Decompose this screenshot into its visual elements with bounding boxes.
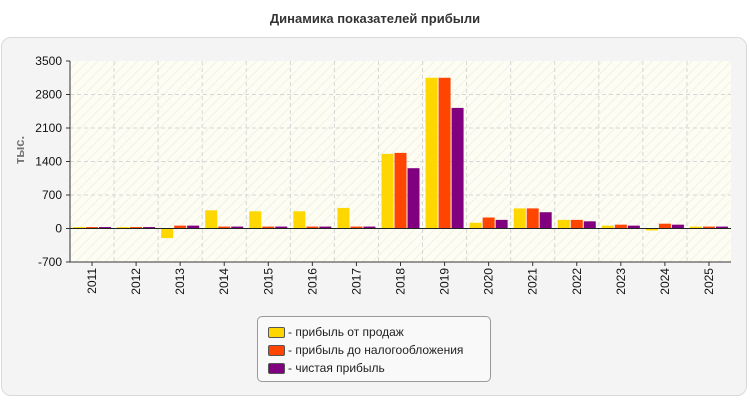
bar — [702, 226, 715, 229]
bar — [86, 227, 99, 229]
legend-item-sales: - прибыль от продаж — [268, 323, 490, 341]
bar — [231, 226, 244, 229]
bars — [73, 77, 728, 239]
bar — [495, 219, 508, 229]
bar — [526, 208, 539, 229]
legend-swatch-sales — [268, 326, 285, 338]
bar — [627, 225, 640, 229]
bar — [570, 219, 583, 229]
x-tick-label: 2021 — [526, 268, 540, 295]
bar — [583, 221, 596, 229]
bar — [117, 227, 130, 229]
bar — [469, 222, 482, 229]
bar — [513, 208, 526, 229]
bar — [130, 227, 143, 229]
y-tick-label: 700 — [42, 188, 62, 202]
bar — [319, 226, 332, 229]
y-tick-label: -700 — [38, 255, 62, 269]
x-tick-label: 2024 — [658, 268, 672, 295]
bar — [539, 212, 552, 229]
bar — [143, 227, 156, 229]
x-tick-label: 2022 — [570, 268, 584, 295]
bar — [658, 223, 671, 229]
x-tick-label: 2016 — [305, 268, 319, 295]
bar — [425, 77, 438, 229]
x-tick-label: 2014 — [217, 268, 231, 295]
bar — [205, 210, 218, 229]
bar — [438, 77, 451, 229]
x-tick-label: 2020 — [482, 268, 496, 295]
legend-swatch-net — [268, 362, 285, 374]
legend-item-pretax: - прибыль до налогообложения — [268, 341, 490, 359]
y-tick-label: 2100 — [35, 121, 62, 135]
y-tick-label: 0 — [55, 222, 62, 236]
bar — [337, 207, 350, 229]
x-tick-label: 2019 — [438, 268, 452, 295]
bar — [218, 226, 231, 229]
bar — [350, 226, 363, 229]
x-tick-label: 2025 — [702, 268, 716, 295]
bar — [363, 226, 376, 229]
bar — [187, 225, 200, 229]
bar — [275, 226, 288, 229]
legend-label-sales: - прибыль от продаж — [288, 325, 404, 339]
bar — [249, 211, 262, 229]
bar — [614, 224, 627, 229]
bar — [671, 224, 684, 229]
x-tick-label: 2023 — [614, 268, 628, 295]
bar — [601, 225, 614, 229]
legend-label-pretax: - прибыль до налогообложения — [288, 343, 464, 357]
legend-label-net: - чистая прибыль — [288, 361, 385, 375]
y-tick-label: 2800 — [35, 88, 62, 102]
bar — [73, 227, 86, 229]
bar — [689, 226, 702, 229]
x-tick-label: 2011 — [85, 268, 99, 294]
x-tick-label: 2015 — [261, 268, 275, 295]
chart-title: Динамика показателей прибыли — [269, 11, 481, 26]
y-tick-label: 1400 — [35, 155, 62, 169]
bar — [99, 227, 112, 229]
bar — [715, 226, 728, 229]
y-tick-label: 3500 — [35, 54, 62, 68]
bar — [557, 219, 570, 229]
x-tick-label: 2018 — [394, 268, 408, 295]
bar — [407, 168, 420, 229]
x-tick-label: 2017 — [349, 268, 363, 295]
bar — [451, 107, 464, 229]
x-tick-label: 2013 — [173, 268, 187, 295]
bar — [394, 152, 407, 229]
axes: -700 0 700 1400 2100 2800 3500 2011 2012 2013 2014… — [35, 54, 731, 295]
bar — [174, 225, 187, 229]
bar — [645, 228, 658, 231]
bar — [482, 217, 495, 229]
legend-swatch-pretax — [268, 344, 285, 356]
y-axis-label: тыс. — [12, 136, 27, 164]
bar — [293, 211, 306, 229]
bar — [381, 153, 394, 229]
legend: - прибыль от продаж - прибыль до налогоо… — [257, 316, 491, 382]
bar — [306, 226, 319, 229]
x-tick-label: 2012 — [129, 268, 143, 295]
legend-item-net: - чистая прибыль — [268, 359, 490, 377]
bar — [161, 228, 174, 239]
bar — [262, 226, 275, 229]
